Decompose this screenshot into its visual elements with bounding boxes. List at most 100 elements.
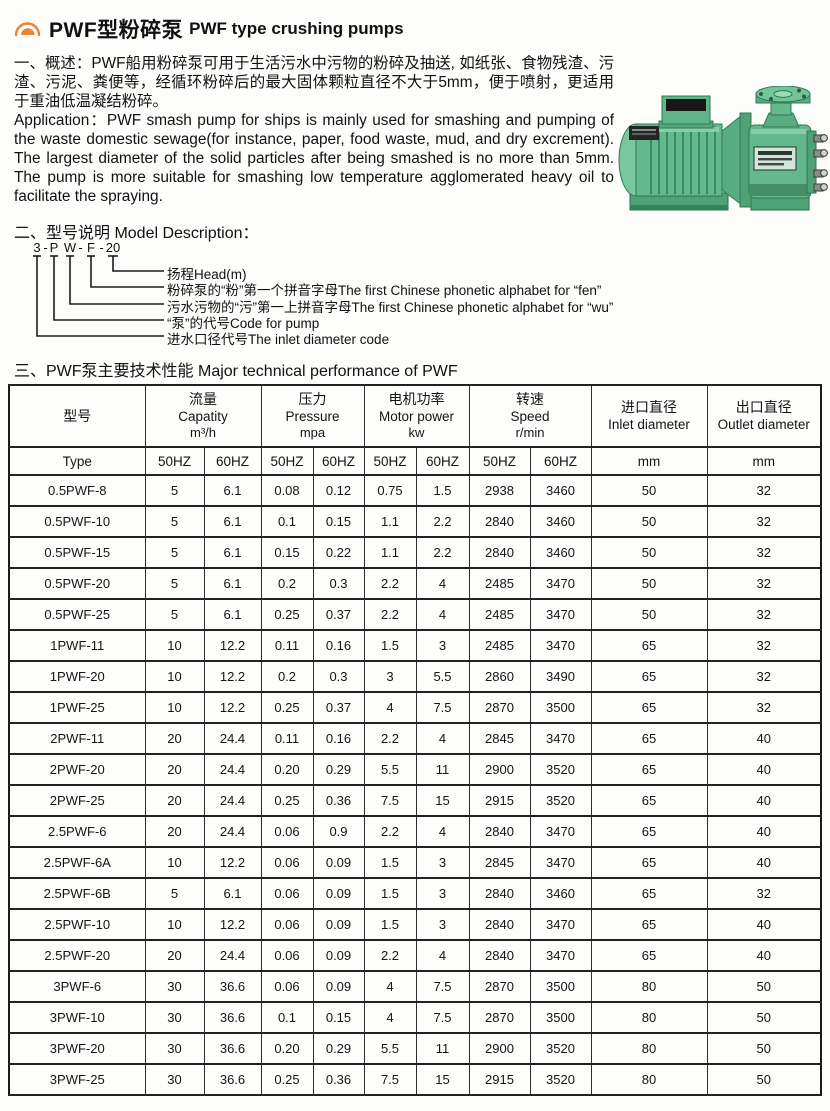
- subheader-60hz: 60HZ: [415, 446, 470, 476]
- value-cell: 50: [706, 970, 822, 1003]
- value-cell: 0.06: [260, 939, 314, 972]
- value-cell: 24.4: [203, 753, 262, 786]
- model-cell: 0.5PWF-15: [8, 536, 146, 569]
- value-cell: 0.36: [312, 784, 365, 817]
- performance-table-body: 0.5PWF-8 5 6.1 0.08 0.12 0.75 1.5 2938 3460 50 32 0…: [8, 474, 822, 1096]
- value-cell: 2.2: [415, 505, 470, 538]
- value-cell: 2840: [468, 908, 531, 941]
- table-row: 0.5PWF-20 5 6.1 0.2 0.3 2.2 4 2485 3470 50 32: [8, 567, 822, 600]
- svg-text:20: 20: [106, 240, 120, 255]
- value-cell: 4: [415, 815, 470, 848]
- model-cell: 2PWF-11: [8, 722, 146, 755]
- arc-logo-icon: [14, 22, 41, 37]
- table-row: 2.5PWF-6A 10 12.2 0.06 0.09 1.5 3 2845 3470 65 40: [8, 846, 822, 879]
- value-cell: 12.2: [203, 691, 262, 724]
- model-code-connector-lines: 3 - P W - F - 20: [33, 240, 164, 337]
- value-cell: 20: [144, 815, 205, 848]
- value-cell: 4: [415, 567, 470, 600]
- value-cell: 80: [590, 970, 708, 1003]
- performance-table: 型号 流量 Capatity m³/h 压力 Pressure mpa 电机功率 Moto…: [8, 384, 823, 1096]
- value-cell: 32: [706, 567, 822, 600]
- value-cell: 20: [144, 753, 205, 786]
- model-cell: 0.5PWF-10: [8, 505, 146, 538]
- value-cell: 12.2: [203, 908, 262, 941]
- model-cell: 3PWF-20: [8, 1032, 146, 1065]
- model-cell: 0.5PWF-25: [8, 598, 146, 631]
- value-cell: 2870: [468, 970, 531, 1003]
- value-cell: 20: [144, 722, 205, 755]
- value-cell: 0.29: [312, 1032, 365, 1065]
- model-cell: 2PWF-20: [8, 753, 146, 786]
- overview-zh-line: 于重油低温凝结粉碎。: [14, 93, 168, 110]
- subheader-mm: mm: [590, 446, 708, 476]
- value-cell: 0.3: [312, 660, 365, 693]
- value-cell: 3470: [529, 722, 592, 755]
- value-cell: 20: [144, 939, 205, 972]
- table-row: 0.5PWF-15 5 6.1 0.15 0.22 1.1 2.2 2840 3460 50 32: [8, 536, 822, 569]
- overview-en-line: The largest diameter of the solid partic…: [14, 150, 614, 167]
- value-cell: 4: [415, 939, 470, 972]
- model-cell: 2.5PWF-6A: [8, 846, 146, 879]
- code-label-inlet: 进水口径代号The inlet diameter code: [167, 332, 390, 347]
- value-cell: 0.12: [312, 474, 365, 507]
- value-cell: 1.5: [363, 846, 417, 879]
- value-cell: 40: [706, 815, 822, 848]
- value-cell: 4: [363, 970, 417, 1003]
- value-cell: 65: [590, 753, 708, 786]
- value-cell: 6.1: [203, 505, 262, 538]
- table-row: 3PWF-10 30 36.6 0.1 0.15 4 7.5 2870 3500 80 50: [8, 1001, 822, 1034]
- value-cell: 32: [706, 598, 822, 631]
- value-cell: 2900: [468, 1032, 531, 1065]
- value-cell: 32: [706, 877, 822, 910]
- value-cell: 2485: [468, 567, 531, 600]
- value-cell: 4: [415, 722, 470, 755]
- table-row: 1PWF-20 10 12.2 0.2 0.3 3 5.5 2860 3490 65 32: [8, 660, 822, 693]
- value-cell: 1.5: [363, 908, 417, 941]
- value-cell: 11: [415, 1032, 470, 1065]
- value-cell: 50: [590, 567, 708, 600]
- value-cell: 80: [590, 1063, 708, 1096]
- value-cell: 5.5: [415, 660, 470, 693]
- svg-text:F: F: [87, 240, 95, 255]
- value-cell: 0.25: [260, 784, 314, 817]
- bolt-details: [813, 134, 828, 192]
- value-cell: 30: [144, 1001, 205, 1034]
- value-cell: 24.4: [203, 722, 262, 755]
- value-cell: 0.09: [312, 970, 365, 1003]
- subheader-60hz: 60HZ: [312, 446, 365, 476]
- value-cell: 1.1: [363, 536, 417, 569]
- table-row: 2.5PWF-20 20 24.4 0.06 0.09 2.2 4 2840 3470 65 40: [8, 939, 822, 972]
- code-label-head: 扬程Head(m): [167, 267, 247, 282]
- value-cell: 24.4: [203, 815, 262, 848]
- value-cell: 4: [415, 598, 470, 631]
- value-cell: 5.5: [363, 1032, 417, 1065]
- value-cell: 4: [363, 691, 417, 724]
- col-header-capacity: 流量 Capatity m³/h: [144, 384, 262, 448]
- value-cell: 3520: [529, 784, 592, 817]
- value-cell: 32: [706, 629, 822, 662]
- table-row: 2PWF-11 20 24.4 0.11 0.16 2.2 4 2845 3470 65 40: [8, 722, 822, 755]
- value-cell: 0.22: [312, 536, 365, 569]
- value-cell: 65: [590, 877, 708, 910]
- value-cell: 2915: [468, 1063, 531, 1096]
- model-cell: 2.5PWF-6: [8, 815, 146, 848]
- value-cell: 3460: [529, 474, 592, 507]
- value-cell: 3: [415, 846, 470, 879]
- value-cell: 3: [415, 908, 470, 941]
- overview-en-line: Application：PWF smash pump for ships is …: [14, 112, 614, 129]
- value-cell: 0.1: [260, 505, 314, 538]
- value-cell: 10: [144, 691, 205, 724]
- svg-text:W: W: [64, 240, 77, 255]
- value-cell: 5: [144, 505, 205, 538]
- value-cell: 0.16: [312, 722, 365, 755]
- value-cell: 50: [706, 1032, 822, 1065]
- value-cell: 10: [144, 660, 205, 693]
- value-cell: 50: [590, 536, 708, 569]
- model-cell: 0.5PWF-8: [8, 474, 146, 507]
- value-cell: 0.06: [260, 877, 314, 910]
- col-header-pressure: 压力 Pressure mpa: [260, 384, 365, 448]
- value-cell: 3470: [529, 629, 592, 662]
- value-cell: 50: [590, 505, 708, 538]
- value-cell: 0.15: [312, 505, 365, 538]
